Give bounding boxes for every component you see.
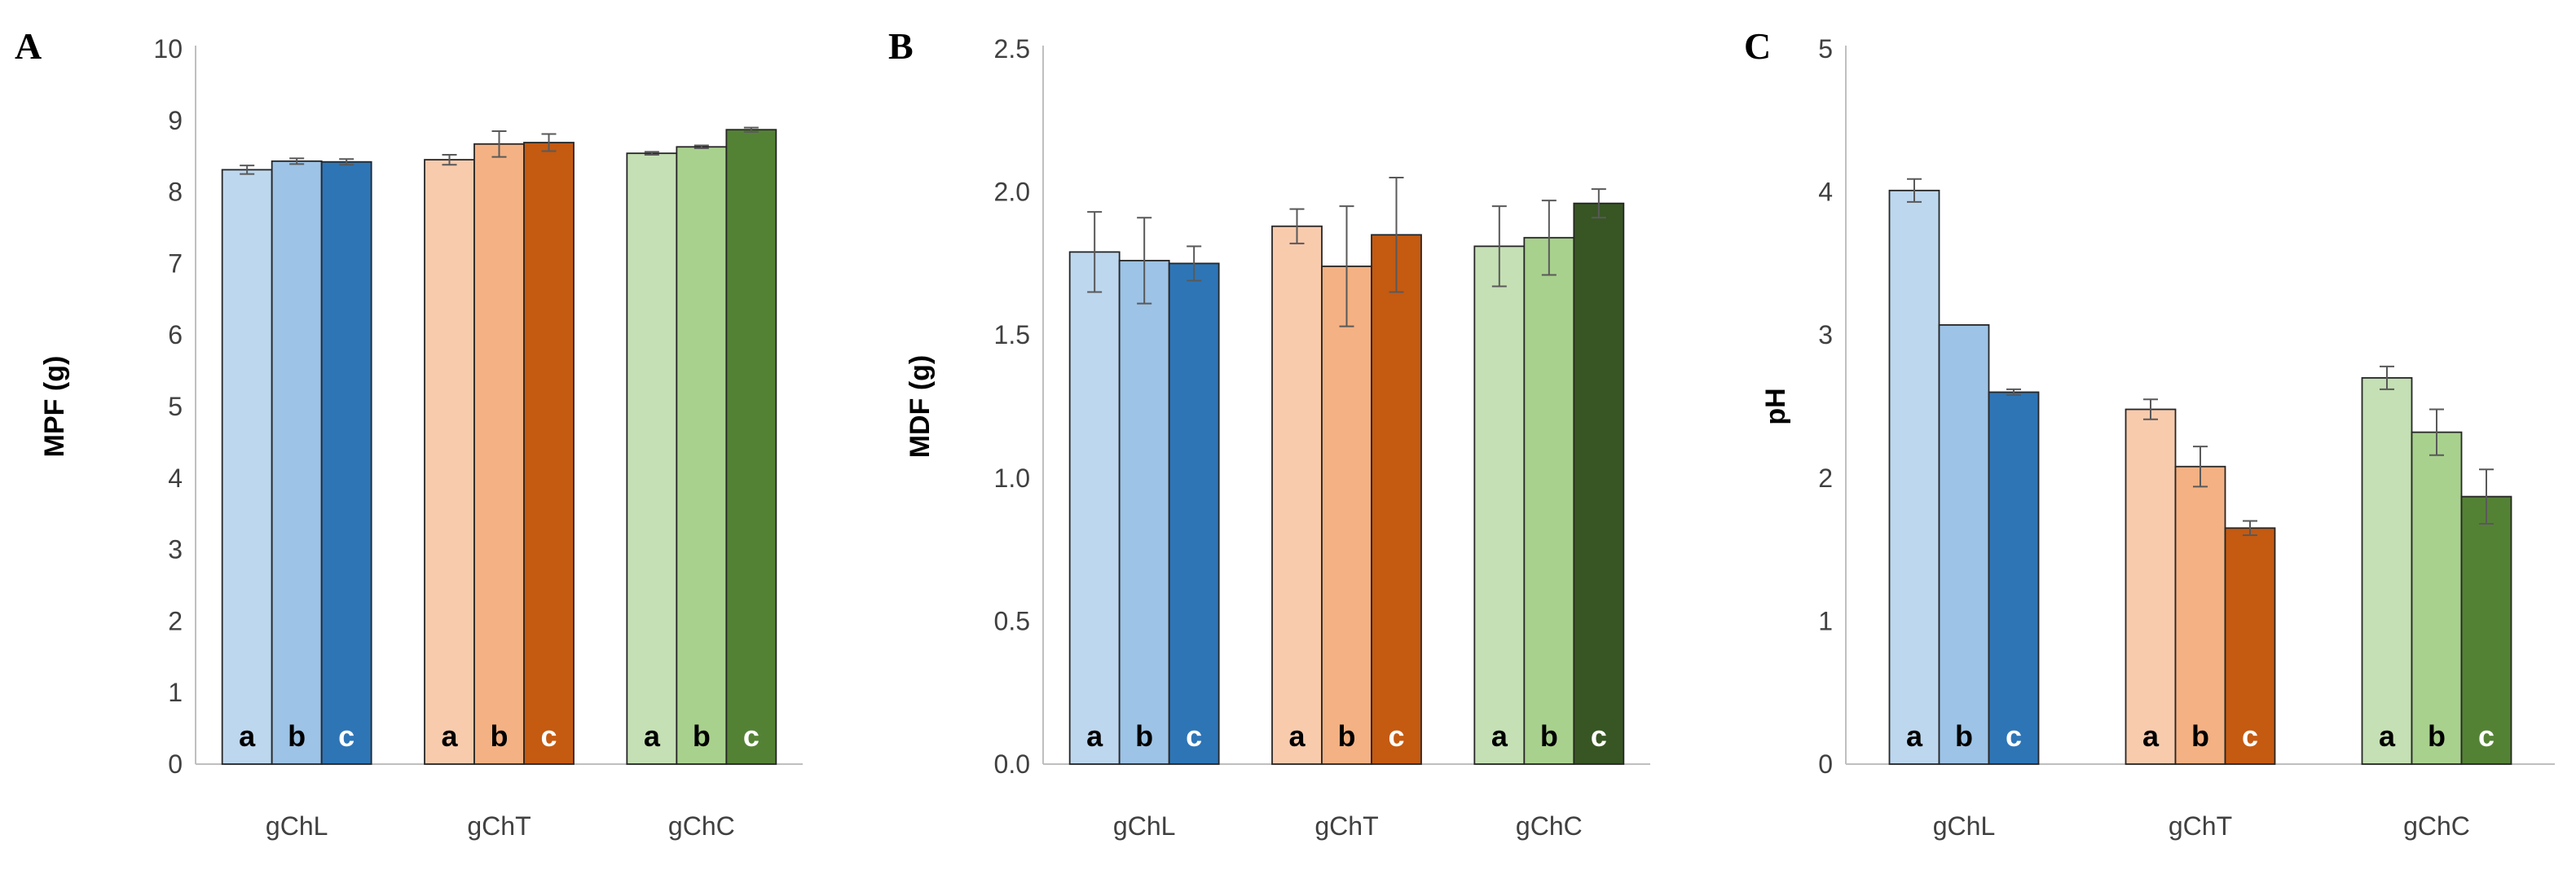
panel-letter: C	[1744, 25, 1771, 67]
bar-gChL-c	[320, 160, 372, 765]
y-axis-label: MDF (g)	[905, 355, 936, 459]
bar-gChC-a	[1473, 245, 1526, 765]
bar-letter: a	[2142, 719, 2160, 753]
bar-letter: b	[1338, 719, 1356, 753]
bar-letter: b	[693, 719, 711, 753]
x-category-label: gChT	[2169, 811, 2232, 841]
bar-gChC-a	[626, 152, 678, 765]
x-category-label: gChC	[668, 811, 735, 841]
bar-letter: c	[2478, 719, 2495, 753]
y-tick-label: 1.5	[994, 320, 1030, 349]
bar-gChT-c	[1371, 234, 1422, 765]
x-category-label: gChL	[266, 811, 328, 841]
panel-letter: B	[888, 25, 914, 67]
bar-gChL-a	[221, 169, 273, 765]
x-category-label: gChL	[1113, 811, 1176, 841]
bar-letter: b	[2428, 719, 2446, 753]
bar-letter: a	[2379, 719, 2396, 753]
bar-gChT-c	[523, 142, 575, 765]
bar-letter: b	[1955, 719, 1973, 753]
bar-letter: c	[1388, 719, 1404, 753]
y-tick-label: 9	[168, 106, 183, 135]
y-tick-label: 0	[168, 749, 183, 779]
bar-gChL-b	[1118, 259, 1170, 765]
bar-letter: b	[1135, 719, 1153, 753]
y-tick-label: 7	[168, 248, 183, 278]
bar-letter: c	[1186, 719, 1202, 753]
bar-gChT-b	[1321, 266, 1372, 765]
bar-gChT-a	[1271, 225, 1323, 765]
bar-gChL-b	[1938, 324, 1990, 765]
y-tick-label: 1.0	[994, 464, 1030, 493]
x-category-label: gChL	[1933, 811, 1996, 841]
bar-gChT-c	[2224, 527, 2276, 765]
bar-gChC-b	[676, 146, 728, 765]
y-tick-label: 0	[1818, 749, 1833, 779]
bar-letter: c	[1591, 719, 1607, 753]
bar-letter: c	[540, 719, 557, 753]
bar-letter: a	[1086, 719, 1103, 753]
bar-letter: b	[2191, 719, 2209, 753]
bar-letter: a	[1906, 719, 1923, 753]
y-tick-label: 6	[168, 320, 183, 349]
y-tick-label: 2.5	[994, 34, 1030, 64]
bar-gChL-c	[1168, 262, 1220, 765]
y-tick-label: 1	[168, 678, 183, 707]
y-tick-label: 8	[168, 178, 183, 207]
bar-gChC-b	[1523, 236, 1575, 765]
bar-letter: c	[2006, 719, 2022, 753]
bar-letter: a	[441, 719, 458, 753]
bar-gChL-c	[1988, 391, 2040, 765]
x-category-label: gChT	[467, 811, 531, 841]
bar-gChT-a	[424, 159, 475, 765]
bar-letter: b	[491, 719, 509, 753]
y-tick-label: 5	[168, 392, 183, 421]
y-tick-label: 2	[168, 606, 183, 635]
y-tick-label: 5	[1818, 34, 1833, 64]
x-category-label: gChC	[1516, 811, 1583, 841]
bar-gChT-b	[473, 143, 525, 765]
y-tick-label: 2	[1818, 464, 1833, 493]
y-axis-label: pH	[1760, 388, 1791, 424]
bar-gChC-c	[1573, 202, 1625, 765]
x-category-label: gChT	[1314, 811, 1378, 841]
bar-gChL-a	[1888, 189, 1940, 765]
y-tick-label: 0.5	[994, 606, 1030, 635]
y-tick-label: 0.0	[994, 749, 1030, 779]
y-axis-label: MPF (g)	[39, 356, 70, 458]
bar-letter: c	[743, 719, 760, 753]
bar-letter: a	[239, 719, 256, 753]
y-tick-label: 3	[168, 535, 183, 565]
y-tick-label: 4	[1818, 178, 1833, 207]
bar-letter: b	[288, 719, 306, 753]
bar-letter: c	[338, 719, 354, 753]
y-tick-label: 10	[153, 34, 183, 64]
bar-gChL-b	[271, 160, 323, 765]
y-tick-label: 1	[1818, 606, 1833, 635]
y-tick-label: 4	[168, 464, 183, 493]
y-tick-label: 3	[1818, 320, 1833, 349]
bar-gChT-a	[2125, 408, 2177, 765]
bar-gChL-a	[1068, 251, 1121, 765]
bar-letter: a	[1491, 719, 1508, 753]
y-tick-label: 2.0	[994, 178, 1030, 207]
bar-gChC-b	[2411, 431, 2463, 765]
bar-letter: b	[1540, 719, 1558, 753]
bar-gChC-c	[725, 129, 777, 765]
bar-letter: a	[644, 719, 661, 753]
panel-letter: A	[15, 25, 42, 67]
bar-letter: a	[1288, 719, 1306, 753]
bar-letter: c	[2242, 719, 2258, 753]
bar-gChC-a	[2361, 376, 2413, 765]
x-category-label: gChC	[2403, 811, 2470, 841]
